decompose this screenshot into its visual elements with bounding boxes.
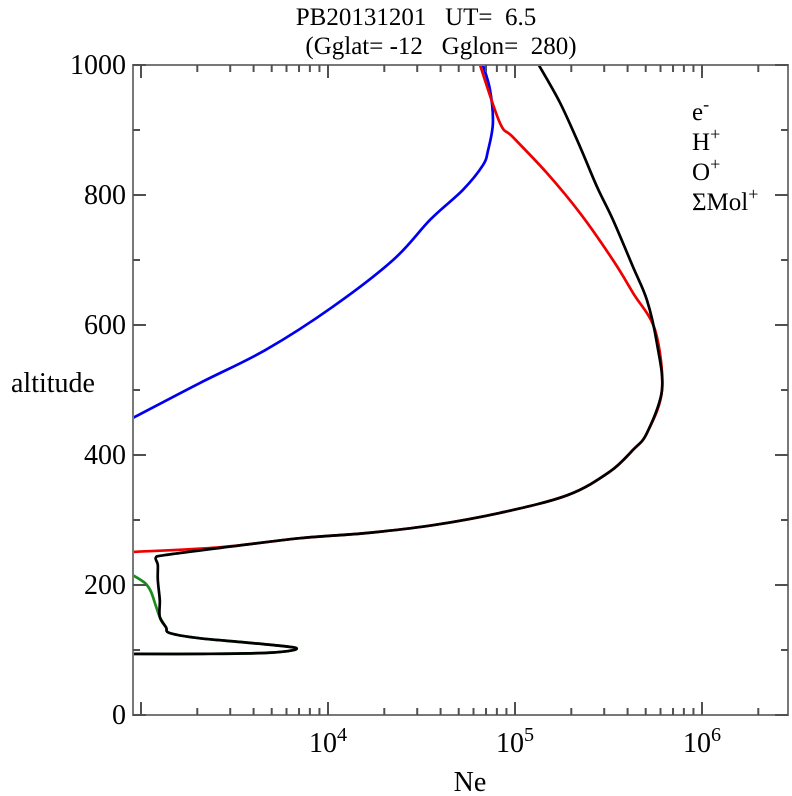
- legend-label-o: O+: [692, 154, 720, 186]
- legend: e-H+O+ΣMol+: [692, 94, 758, 216]
- chart-subtitle: (Gglat= -12 Gglon= 280): [305, 33, 576, 60]
- x-axis-label: Ne: [454, 767, 487, 796]
- curve-o: [133, 65, 664, 554]
- legend-label-h: H+: [692, 124, 720, 156]
- plot-frame: [132, 64, 789, 716]
- y-tick-label: 200: [84, 570, 126, 601]
- x-tick-label: 104: [309, 724, 347, 759]
- y-tick-label: 400: [84, 440, 126, 471]
- y-tick-label: 800: [84, 180, 126, 211]
- curve-e: [133, 65, 664, 656]
- x-tick-label: 105: [496, 724, 534, 759]
- chart-title: PB20131201 UT= 6.5: [296, 4, 537, 31]
- curve-h: [133, 65, 495, 420]
- axis-ticks: [133, 64, 788, 716]
- y-tick-label: 0: [112, 700, 126, 731]
- y-tick-label: 600: [84, 310, 126, 341]
- curves: [133, 65, 664, 656]
- plot-area: 0 200 400 600 800 1000 104 105 106 e-H+O+ΣMol+: [70, 50, 789, 759]
- legend-label-mol: ΣMol+: [692, 184, 758, 216]
- x-tick-label: 106: [683, 724, 721, 759]
- y-axis-label: altitude: [11, 368, 95, 399]
- y-tick-label: 1000: [70, 50, 126, 81]
- legend-label-e: e-: [692, 94, 709, 126]
